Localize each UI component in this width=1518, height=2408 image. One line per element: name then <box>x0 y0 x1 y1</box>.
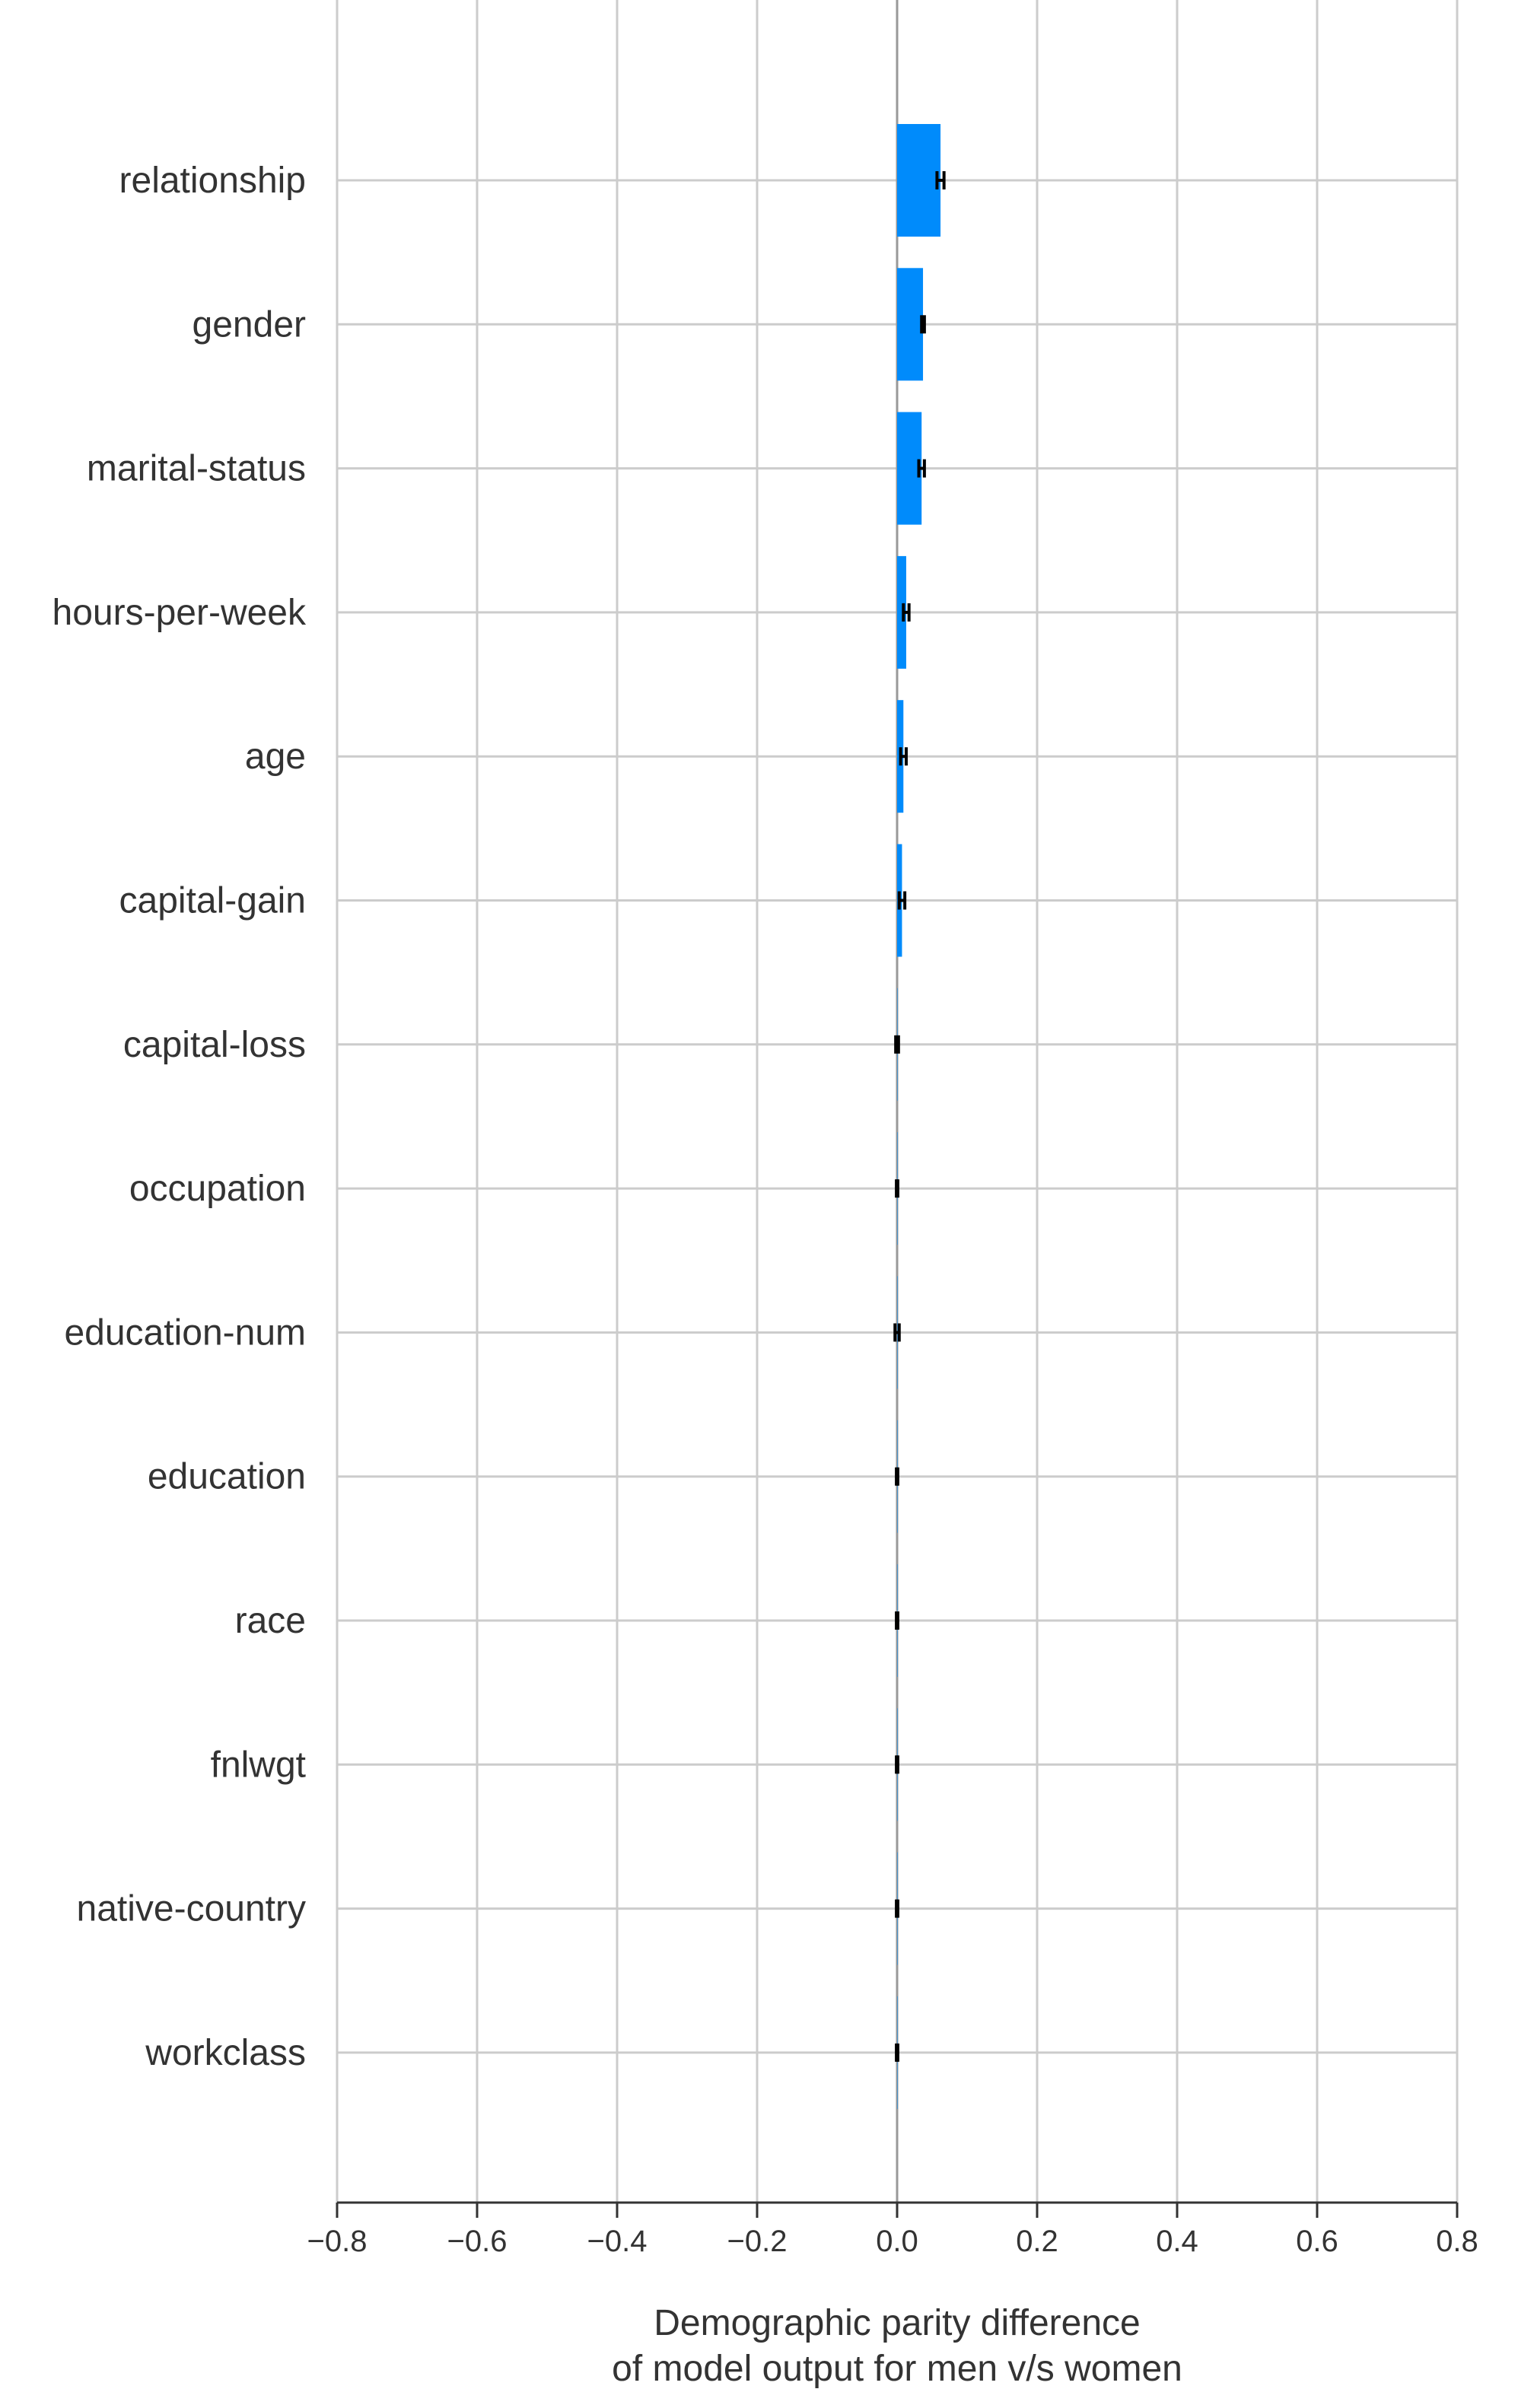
y-tick-label: occupation <box>129 1169 306 1209</box>
y-tick-label: relationship <box>119 161 306 201</box>
x-axis-label-line-1: Demographic parity difference <box>654 2303 1140 2343</box>
x-axis-label-line-2: of model output for men v/s women <box>612 2349 1182 2389</box>
y-tick-label: marital-status <box>87 449 306 489</box>
bar <box>897 555 906 669</box>
x-tick-label: −0.6 <box>447 2225 508 2258</box>
y-tick-label: fnlwgt <box>211 1745 306 1785</box>
x-tick-label: −0.4 <box>587 2225 648 2258</box>
y-tick-label: age <box>245 736 306 777</box>
bar <box>897 124 941 237</box>
y-tick-label: education-num <box>64 1312 306 1353</box>
x-tick-label: 0.8 <box>1436 2225 1478 2258</box>
y-tick-label: race <box>235 1601 306 1641</box>
x-tick-label: −0.2 <box>727 2225 788 2258</box>
y-tick-label: capital-loss <box>123 1025 306 1065</box>
y-tick-label: hours-per-week <box>53 593 307 633</box>
x-tick-label: 0.4 <box>1156 2225 1198 2258</box>
bar <box>897 268 924 381</box>
error-bars <box>893 171 946 2062</box>
y-tick-label: gender <box>193 304 306 345</box>
bars <box>897 124 941 2109</box>
x-ticks: −0.8 −0.6 −0.4 −0.2 0.0 0.2 0.4 0.6 0.8 <box>307 2203 1478 2258</box>
y-tick-label: native-country <box>77 1889 306 1929</box>
y-tick-label: workclass <box>145 2033 306 2073</box>
y-tick-label: capital-gain <box>119 881 306 921</box>
x-tick-label: 0.2 <box>1016 2225 1058 2258</box>
x-tick-label: 0.0 <box>876 2225 918 2258</box>
x-tick-label: 0.6 <box>1296 2225 1338 2258</box>
y-tick-label: education <box>148 1457 306 1497</box>
y-tick-labels: relationship gender marital-status hours-pe… <box>53 161 307 2073</box>
x-tick-label: −0.8 <box>307 2225 368 2258</box>
